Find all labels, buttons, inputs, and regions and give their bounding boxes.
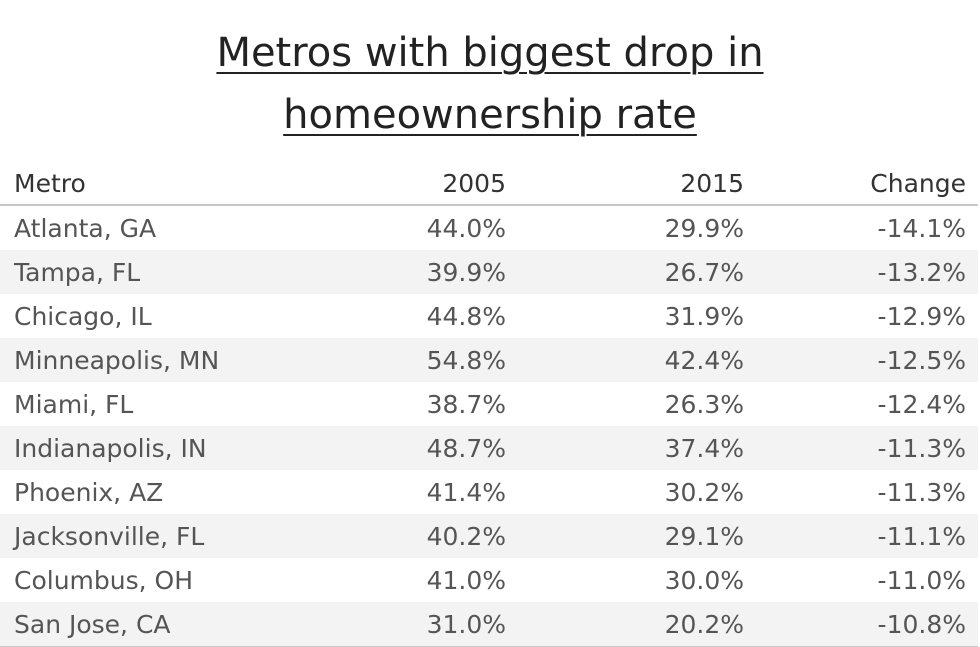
metro-cell: Phoenix, AZ bbox=[14, 477, 164, 507]
rate-2005-cell: 41.4% bbox=[426, 477, 506, 507]
metro-cell: Tampa, FL bbox=[0, 250, 274, 294]
rate-2015-cell: 42.4% bbox=[506, 338, 744, 382]
table-body: Atlanta, GA 44.0% 29.9% -14.1% Tampa, FL 39.9… bbox=[0, 205, 978, 647]
rate-2005-cell: 41.0% bbox=[426, 565, 506, 595]
column-header-metro[interactable]: Metro bbox=[0, 162, 274, 206]
rate-2005-cell: 44.0% bbox=[426, 213, 506, 243]
column-header-2015[interactable]: 2015 bbox=[506, 162, 744, 206]
rate-2015-cell: 30.0% bbox=[664, 565, 744, 595]
rate-2005-cell: 44.8% bbox=[426, 301, 506, 331]
rate-2005-cell: 48.7% bbox=[274, 426, 506, 470]
table-row: Atlanta, GA 44.0% 29.9% -14.1% bbox=[0, 205, 978, 250]
change-cell: -12.4% bbox=[877, 389, 966, 419]
chart-title: Metros with biggest drop in homeownershi… bbox=[0, 22, 980, 146]
metro-cell: Atlanta, GA bbox=[14, 213, 157, 243]
change-cell: -12.9% bbox=[877, 301, 966, 331]
rate-2015-cell: 26.3% bbox=[664, 389, 744, 419]
rate-2015-cell: 20.2% bbox=[506, 602, 744, 647]
table-row: Miami, FL 38.7% 26.3% -12.4% bbox=[0, 382, 978, 426]
rate-2015-cell: 37.4% bbox=[506, 426, 744, 470]
rate-2005-cell: 31.0% bbox=[274, 602, 506, 647]
change-cell: -11.3% bbox=[877, 477, 966, 507]
change-cell: -11.3% bbox=[744, 426, 978, 470]
chart-title-line-1: Metros with biggest drop in bbox=[216, 30, 764, 76]
metro-cell: Indianapolis, IN bbox=[0, 426, 274, 470]
table-row: Tampa, FL 39.9% 26.7% -13.2% bbox=[0, 250, 978, 294]
metro-cell: Miami, FL bbox=[14, 389, 134, 419]
change-cell: -14.1% bbox=[877, 213, 966, 243]
change-cell: -13.2% bbox=[744, 250, 978, 294]
table-row: Indianapolis, IN 48.7% 37.4% -11.3% bbox=[0, 426, 978, 470]
change-cell: -11.1% bbox=[744, 514, 978, 558]
table-row: Chicago, IL 44.8% 31.9% -12.9% bbox=[0, 294, 978, 338]
rate-2015-cell: 29.9% bbox=[664, 213, 744, 243]
metro-cell: Minneapolis, MN bbox=[0, 338, 274, 382]
table-row: San Jose, CA 31.0% 20.2% -10.8% bbox=[0, 602, 978, 647]
rate-2015-cell: 26.7% bbox=[506, 250, 744, 294]
rate-2015-cell: 30.2% bbox=[664, 477, 744, 507]
rate-2005-cell: 38.7% bbox=[426, 389, 506, 419]
metro-cell: Jacksonville, FL bbox=[0, 514, 274, 558]
rate-2005-cell: 40.2% bbox=[274, 514, 506, 558]
table-row: Minneapolis, MN 54.8% 42.4% -12.5% bbox=[0, 338, 978, 382]
column-header-2005[interactable]: 2005 bbox=[274, 162, 506, 206]
column-header-change[interactable]: Change bbox=[744, 162, 978, 206]
change-cell: -10.8% bbox=[744, 602, 978, 647]
table-row: Phoenix, AZ 41.4% 30.2% -11.3% bbox=[0, 470, 978, 514]
chart-title-line-2: homeownership rate bbox=[283, 92, 697, 138]
metro-cell: Chicago, IL bbox=[14, 301, 152, 331]
change-cell: -12.5% bbox=[744, 338, 978, 382]
rate-2015-cell: 29.1% bbox=[506, 514, 744, 558]
rate-2005-cell: 54.8% bbox=[274, 338, 506, 382]
rate-2015-cell: 31.9% bbox=[664, 301, 744, 331]
metro-cell: Columbus, OH bbox=[14, 565, 194, 595]
change-cell: -11.0% bbox=[877, 565, 966, 595]
table-row: Columbus, OH 41.0% 30.0% -11.0% bbox=[0, 558, 978, 602]
table-row: Jacksonville, FL 40.2% 29.1% -11.1% bbox=[0, 514, 978, 558]
table-header-row: Metro 2005 2015 Change bbox=[0, 162, 978, 206]
metro-cell: San Jose, CA bbox=[0, 602, 274, 647]
metro-table: Metro 2005 2015 Change Atlanta, GA 44.0% 2… bbox=[0, 162, 978, 647]
rate-2005-cell: 39.9% bbox=[274, 250, 506, 294]
